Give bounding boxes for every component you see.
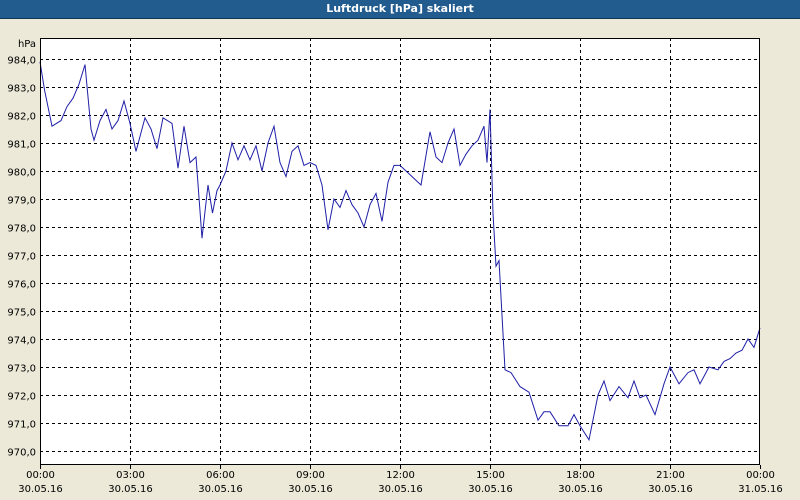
x-tick-date-label: 30.05.16 xyxy=(288,484,333,495)
title-bar: Luftdruck [hPa] skaliert xyxy=(0,0,800,19)
x-tick-time-label: 15:00 xyxy=(476,470,505,481)
x-tick-date-label: 30.05.16 xyxy=(468,484,513,495)
y-tick-label: 979,0 xyxy=(7,196,36,207)
y-tick-label: 978,0 xyxy=(7,224,36,235)
x-tick-time-label: 21:00 xyxy=(656,470,685,481)
x-tick-time-label: 06:00 xyxy=(206,470,235,481)
pressure-chart: 970,0 971,0 972,0 973,0 974,0 975,0 976,0 977,0… xyxy=(7,38,783,495)
x-tick-date-label: 30.05.16 xyxy=(18,484,63,495)
x-tick-date-label: 30.05.16 xyxy=(198,484,243,495)
y-tick-label: 975,0 xyxy=(7,308,36,319)
y-tick-label: 981,0 xyxy=(7,140,36,151)
y-tick-label: 984,0 xyxy=(7,56,36,67)
x-tick-time-label: 03:00 xyxy=(116,470,145,481)
y-tick-label: 972,0 xyxy=(7,392,36,403)
y-tick-label: 973,0 xyxy=(7,364,36,375)
x-tick-time-label: 12:00 xyxy=(386,470,415,481)
pressure-line xyxy=(39,61,761,442)
x-tick-date-label: 30.05.16 xyxy=(648,484,693,495)
y-axis-unit-label: hPa xyxy=(18,39,36,50)
x-tick-time-label: 18:00 xyxy=(566,470,595,481)
y-tick-label: 970,0 xyxy=(7,448,36,459)
y-tick-label: 971,0 xyxy=(7,420,36,431)
chart-title: Luftdruck [hPa] skaliert xyxy=(326,2,474,15)
x-axis-ticks: 00:00 30.05.16 03:00 30.05.16 06:00 30.05.16 0… xyxy=(18,465,783,495)
y-tick-label: 980,0 xyxy=(7,168,36,179)
x-tick-time-label: 00:00 xyxy=(26,470,55,481)
x-tick-time-label: 00:00 xyxy=(746,470,775,481)
x-tick-date-label: 30.05.16 xyxy=(108,484,153,495)
x-tick-date-label: 30.05.16 xyxy=(378,484,423,495)
y-tick-label: 976,0 xyxy=(7,280,36,291)
plot-border xyxy=(40,38,760,465)
y-tick-label: 983,0 xyxy=(7,84,36,95)
grid-lines xyxy=(40,38,760,465)
y-tick-label: 974,0 xyxy=(7,336,36,347)
x-tick-time-label: 09:00 xyxy=(296,470,325,481)
y-tick-label: 977,0 xyxy=(7,252,36,263)
x-tick-date-label: 31.05.16 xyxy=(738,484,783,495)
y-tick-label: 982,0 xyxy=(7,112,36,123)
y-axis-ticks: 970,0 971,0 972,0 973,0 974,0 975,0 976,0 977,0… xyxy=(7,56,36,459)
x-tick-date-label: 30.05.16 xyxy=(558,484,603,495)
